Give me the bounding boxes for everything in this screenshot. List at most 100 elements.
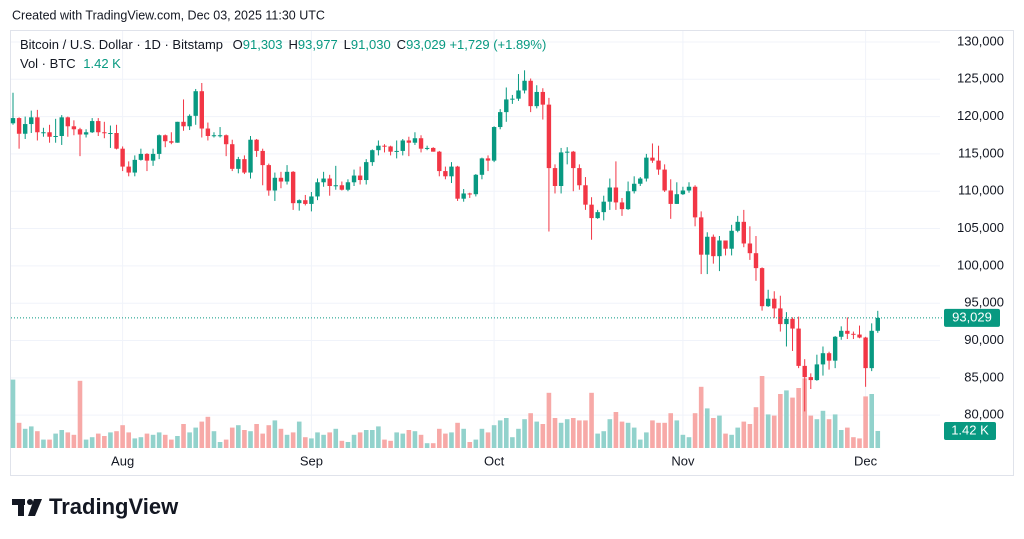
- volume-bar: [126, 432, 132, 448]
- y-tick-label: 105,000: [957, 220, 1004, 235]
- candle-body: [698, 217, 704, 255]
- volume-bar: [759, 376, 765, 448]
- candle-body: [802, 365, 807, 378]
- legend-line: Bitcoin / U.S. Dollar · 1D · Bitstamp O9…: [20, 37, 546, 52]
- candle-body: [778, 308, 783, 325]
- y-tick-label: 110,000: [958, 183, 1004, 198]
- field-label: C: [396, 37, 407, 52]
- volume-bar: [711, 418, 716, 448]
- volume-bar: [570, 418, 576, 448]
- candle-body: [461, 193, 466, 199]
- volume-bar: [47, 439, 52, 448]
- candle-body: [230, 144, 235, 169]
- candle-body: [564, 151, 570, 153]
- volume-bar: [577, 420, 582, 448]
- candle-body: [589, 204, 594, 219]
- candle-body: [10, 118, 16, 124]
- volume-bar: [778, 394, 783, 448]
- candle-body: [619, 202, 625, 210]
- candle-body: [863, 337, 868, 369]
- x-tick-label: Aug: [111, 453, 134, 468]
- volume-bar: [491, 425, 497, 448]
- volume-bar: [717, 415, 722, 448]
- candle-body: [491, 127, 497, 161]
- candle-body: [132, 159, 137, 173]
- volume-bar: [443, 433, 448, 448]
- candle-body: [577, 168, 582, 186]
- volume-bar: [765, 414, 771, 448]
- candle-body: [437, 151, 442, 172]
- candle-body: [364, 162, 369, 181]
- candle-body: [53, 135, 58, 137]
- volume-bar: [138, 437, 144, 448]
- volume-bar: [363, 430, 369, 448]
- volume-bar: [558, 422, 564, 448]
- candle-body: [644, 157, 649, 179]
- candle-body: [351, 175, 357, 183]
- candle-body: [808, 377, 813, 381]
- candle-body: [534, 91, 539, 107]
- candle-body: [686, 186, 692, 191]
- candle-body: [625, 191, 631, 210]
- candle-body: [552, 168, 558, 187]
- y-tick-label: 130,000: [957, 33, 1004, 48]
- volume-bar: [625, 422, 631, 448]
- volume-bar: [95, 433, 101, 448]
- candle-body: [96, 121, 101, 133]
- volume-bar: [272, 420, 278, 448]
- candle-body: [607, 187, 613, 202]
- volume-bar: [875, 430, 881, 448]
- candle-body: [528, 80, 533, 107]
- y-tick-label: 120,000: [957, 108, 1004, 123]
- candle-body: [741, 221, 746, 244]
- y-tick-label: 100,000: [957, 257, 1004, 272]
- volume-bar: [863, 396, 868, 448]
- volume-bar: [394, 432, 399, 448]
- volume-tag: [944, 421, 996, 440]
- volume-bar: [546, 392, 552, 448]
- candle-body: [839, 330, 844, 337]
- volume-bar: [497, 420, 503, 448]
- candle-body: [832, 336, 838, 361]
- candle-body: [217, 135, 223, 137]
- volume-bar: [485, 432, 491, 448]
- volume-bar: [175, 436, 180, 448]
- candle-body: [735, 221, 740, 231]
- candle-body: [613, 187, 619, 203]
- candle-body: [412, 138, 418, 143]
- x-tick-label: Oct: [484, 453, 505, 468]
- candle-body: [144, 153, 150, 161]
- candle-body: [187, 115, 192, 127]
- field-value: 93,029: [406, 37, 446, 52]
- volume-bar: [601, 431, 607, 448]
- volume-bar: [284, 434, 290, 448]
- candle-body: [102, 132, 107, 134]
- candle-body: [35, 117, 40, 133]
- candle-body: [711, 236, 716, 257]
- field-value: 93,977: [297, 37, 338, 52]
- volume-bar: [430, 443, 436, 448]
- volume-value: 1.42 K: [83, 56, 121, 71]
- candle-body: [729, 230, 734, 249]
- volume-bar: [826, 419, 832, 448]
- volume-bar: [71, 434, 77, 448]
- candle-body: [772, 298, 777, 309]
- volume-bar: [808, 415, 814, 448]
- y-tick-label: 90,000: [964, 332, 1004, 347]
- volume-bar: [406, 430, 412, 448]
- volume-bar: [479, 428, 485, 448]
- candle-body: [467, 193, 472, 195]
- volume-bar: [162, 434, 168, 448]
- volume-bar: [77, 380, 83, 448]
- candle-body: [406, 140, 412, 143]
- volume-bar: [132, 438, 138, 448]
- candle-body: [163, 135, 168, 142]
- candle-body: [759, 268, 765, 307]
- candle-body: [638, 178, 643, 184]
- candle-body: [236, 159, 241, 169]
- volume-bar: [467, 442, 473, 448]
- volume-bar: [461, 428, 466, 448]
- candle-body: [138, 153, 144, 160]
- volume-bar: [692, 413, 698, 448]
- y-tick-label: 95,000: [964, 295, 1004, 310]
